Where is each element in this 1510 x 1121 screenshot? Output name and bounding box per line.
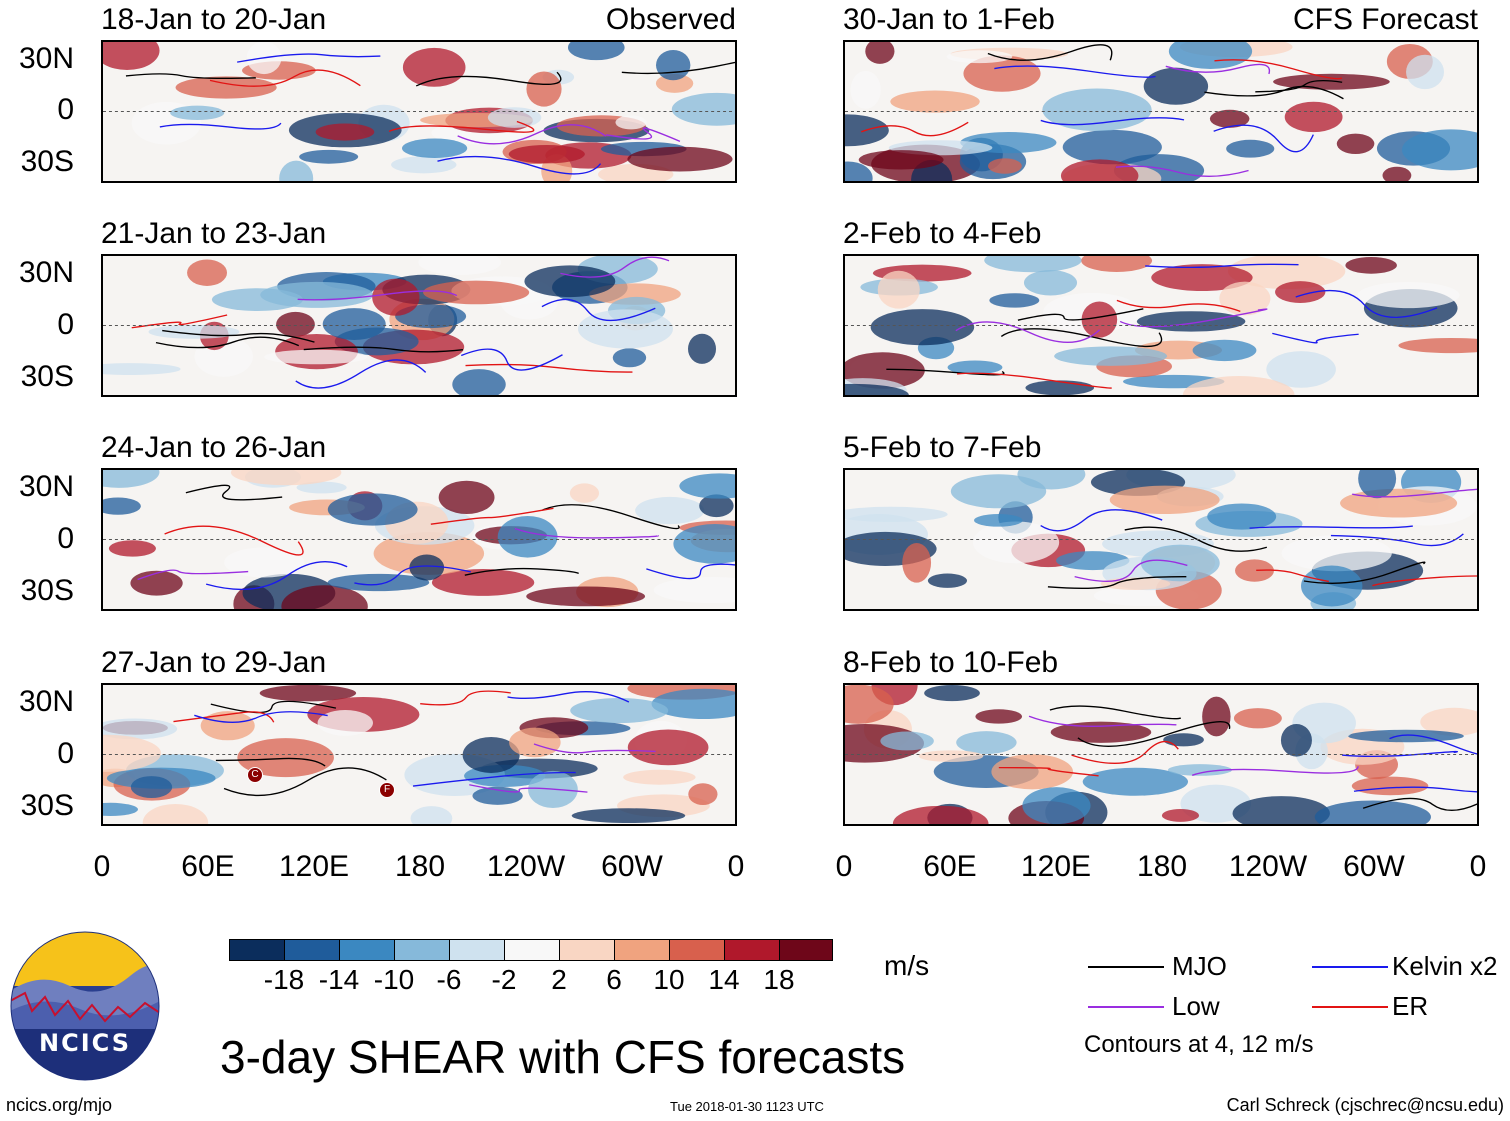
lat-label: 30S [20,574,74,607]
colorbar-swatch [284,939,340,961]
panel-title: 27-Jan to 29-Jan [101,646,327,679]
shear-field [103,685,735,824]
lon-label: 0 [93,850,111,883]
lon-label: 60E [181,850,235,883]
colorbar-tick-label: -2 [491,964,517,995]
shear-field [103,42,735,181]
lat-label: 30N [18,685,74,718]
lon-label: 0 [727,850,745,883]
colorbar-tick-label: -18 [263,964,305,995]
panel-title: 8-Feb to 10-Feb [843,646,1059,679]
legend-label: MJO [1172,951,1227,981]
lon-label: 60W [1343,850,1405,883]
colorbar-tick-label: -14 [318,964,360,995]
shear-field [103,470,735,609]
legend-line-low [1088,1006,1164,1008]
lon-label: 180 [394,850,446,883]
main-title: 3-day SHEAR with CFS forecasts [220,1031,906,1083]
shear-field [103,256,735,395]
lat-label: 30N [18,42,74,75]
panel-title: 5-Feb to 7-Feb [843,431,1042,464]
website-link[interactable]: ncics.org/mjo [6,1095,113,1115]
colorbar-swatch [669,939,725,961]
colorbar-tick-label: 14 [708,964,740,995]
colorbar-tick-label: -10 [373,964,415,995]
colorbar-swatch [339,939,395,961]
shear-field [845,685,1477,824]
legend-label: ER [1392,991,1429,1021]
shear-field [845,470,1477,609]
lon-label: 0 [835,850,853,883]
colorbar-swatch [229,939,285,961]
timestamp: Tue 2018-01-30 1123 UTC [670,1099,824,1114]
lon-label: 120W [486,850,566,883]
lat-label: 30S [20,145,74,178]
colorbar-unit: m/s [884,950,930,981]
ncics-logo: NCICS [10,931,160,1081]
panel-title: 2-Feb to 4-Feb [843,217,1042,250]
panel-title: 18-Jan to 20-Jan [101,3,327,36]
storm-marker-icon: F [379,782,395,798]
panel-title: 24-Jan to 26-Jan [101,431,327,464]
lon-label: 180 [1136,850,1188,883]
lon-label: 0 [1469,850,1487,883]
shear-field [845,256,1477,395]
lat-label: 0 [57,522,74,555]
author-credit: Carl Schreck (cjschrec@ncsu.edu) [1226,1095,1504,1115]
contours-note: Contours at 4, 12 m/s [1084,1031,1314,1058]
shear-map [101,468,737,611]
legend-line-mjo [1088,966,1164,968]
lat-label: 0 [57,737,74,770]
lat-label: 30S [20,789,74,822]
lat-label: 30S [20,360,74,393]
forecast-label: CFS Forecast [1292,3,1478,36]
lon-label: 120E [278,850,350,883]
colorbar-tick-label: 10 [653,964,685,995]
lat-label: 30N [18,470,74,503]
shear-map [843,683,1479,826]
colorbar-swatch [394,939,450,961]
logo-text: NCICS [39,1029,131,1057]
lon-label: 120E [1020,850,1092,883]
colorbar-swatch [559,939,615,961]
colorbar-swatch [779,939,833,961]
colorbar-swatch [449,939,505,961]
lat-label: 0 [57,308,74,341]
lon-label: 120W [1228,850,1308,883]
lon-label: 60W [601,850,663,883]
storm-marker-icon: C [247,767,263,783]
shear-map [843,254,1479,397]
colorbar-tick-label: 2 [551,964,567,995]
panel-title: 21-Jan to 23-Jan [101,217,327,250]
colorbar-swatch [614,939,670,961]
observed-label: Observed [605,3,736,36]
shear-field [845,42,1477,181]
shear-map [843,468,1479,611]
legend-label: Kelvin x2 [1392,951,1498,981]
lon-label: 60E [923,850,977,883]
colorbar-swatch [504,939,560,961]
panel-title: 30-Jan to 1-Feb [843,3,1055,36]
lat-label: 30N [18,256,74,289]
legend-label: Low [1172,991,1220,1021]
colorbar-swatch [724,939,780,961]
legend-line-kelvin [1312,966,1388,968]
colorbar-tick-label: 18 [763,964,795,995]
shear-map: C F [101,683,737,826]
legend-line-er [1312,1006,1388,1008]
shear-map [101,40,737,183]
ncics-logo-icon [10,931,160,1081]
lat-label: 0 [57,93,74,126]
colorbar-tick-label: -6 [436,964,462,995]
shear-map [843,40,1479,183]
shear-map [101,254,737,397]
colorbar-tick-label: 6 [606,964,622,995]
